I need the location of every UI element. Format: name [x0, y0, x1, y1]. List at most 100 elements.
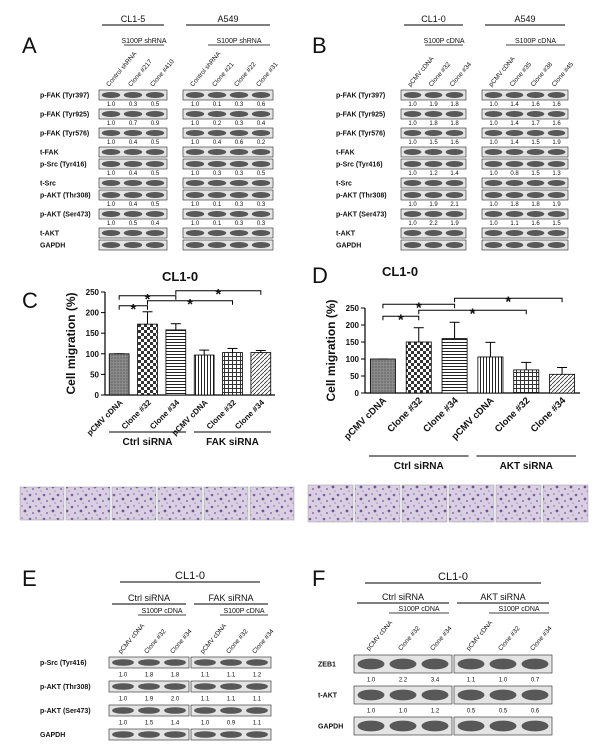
band	[185, 180, 205, 186]
band	[185, 230, 205, 236]
panel-label: C	[22, 288, 38, 313]
row-label: p-FAK (Tyr925)	[40, 112, 89, 119]
ratio: 1.0	[489, 140, 498, 146]
band	[185, 149, 205, 155]
band	[357, 689, 385, 701]
ratio: 0.4	[129, 202, 138, 208]
blot-strip	[481, 127, 569, 139]
band	[229, 230, 249, 236]
blot-strip	[182, 189, 274, 201]
y-axis-label: Cell migration (%)	[324, 299, 338, 401]
band	[403, 192, 422, 198]
band	[246, 659, 268, 666]
lane-label: Clone #34	[429, 625, 454, 652]
ratio: 1.1	[201, 672, 210, 678]
band	[229, 111, 249, 117]
band	[526, 111, 545, 117]
band	[101, 92, 121, 98]
ratio: 0.3	[235, 171, 244, 177]
significance-label: *	[130, 301, 136, 318]
band	[489, 720, 517, 732]
blot-strip	[481, 89, 569, 101]
row-label: t-Src	[40, 181, 56, 188]
ratio: 1.2	[429, 171, 438, 177]
band	[424, 230, 443, 236]
band	[526, 130, 545, 136]
comparison-bracket	[454, 297, 563, 303]
blot-strip	[182, 208, 274, 220]
band	[403, 180, 422, 186]
ratio: 1.1	[201, 696, 210, 702]
ratio: 1.0	[408, 202, 417, 208]
band	[424, 180, 443, 186]
lane-label: Clone #31	[255, 61, 280, 88]
row-label: p-Src (Tyr416)	[40, 162, 87, 169]
ratio: 0.6	[235, 140, 244, 146]
band	[112, 659, 134, 666]
band	[445, 192, 464, 198]
band	[229, 180, 249, 186]
lane-label: pCMV cDNA	[117, 622, 146, 655]
row-label: p-FAK (Tyr397)	[40, 93, 89, 100]
blot-strip	[182, 146, 274, 158]
ratio: 0.3	[235, 102, 244, 108]
ratio: 0.3	[235, 221, 244, 227]
ratio: 0.6	[257, 102, 266, 108]
ratio: 1.6	[450, 140, 459, 146]
ratio: 0.4	[257, 121, 266, 127]
lane-label: pCMV cDNA	[365, 619, 394, 652]
band	[101, 161, 121, 167]
ratio: 1.5	[531, 171, 540, 177]
band	[145, 242, 165, 248]
ratio: 2.0	[171, 696, 180, 702]
comparison-bracket	[118, 295, 177, 300]
ratio: 1.4	[510, 140, 519, 146]
ratio: 1.9	[552, 202, 561, 208]
band	[484, 130, 503, 136]
ratio: 0.9	[227, 720, 236, 726]
ratio: 1.0	[367, 708, 376, 714]
lane-label: Clone #32	[225, 628, 250, 655]
band	[421, 658, 449, 670]
ratio: 0.1	[213, 221, 222, 227]
ratio: 1.0	[107, 102, 116, 108]
ratio: 0.3	[235, 121, 244, 127]
header-label: CL1-0	[438, 571, 468, 583]
band	[145, 111, 165, 117]
band	[484, 149, 503, 155]
ratio: 1.0	[489, 221, 498, 227]
group-label: Ctrl siRNA	[394, 461, 444, 472]
ratio: 1.0	[107, 202, 116, 208]
ratio: 0.5	[499, 708, 508, 714]
ratio: 1.9	[429, 202, 438, 208]
ratio: 0.5	[151, 202, 160, 208]
band	[145, 161, 165, 167]
band	[389, 658, 417, 670]
band	[185, 192, 205, 198]
band	[251, 161, 271, 167]
ratio: 0.5	[257, 171, 266, 177]
ratio: 1.0	[489, 102, 498, 108]
band	[101, 230, 121, 236]
band	[505, 130, 524, 136]
ratio: 0.6	[531, 708, 540, 714]
band	[145, 92, 165, 98]
row-label: GAPDH	[318, 724, 343, 731]
band	[424, 211, 443, 217]
band	[526, 149, 545, 155]
band	[220, 731, 242, 738]
band	[357, 720, 385, 732]
band	[229, 130, 249, 136]
group-label: AKT siRNA	[500, 461, 553, 472]
panel-label: A	[22, 33, 37, 58]
band	[145, 149, 165, 155]
band	[484, 161, 503, 167]
band	[145, 230, 165, 236]
ratio: 1.1	[467, 677, 476, 683]
blot-strip	[182, 158, 274, 170]
band	[489, 658, 517, 670]
ratio: 1.0	[191, 121, 200, 127]
band	[445, 149, 464, 155]
ratio: 1.8	[429, 121, 438, 127]
